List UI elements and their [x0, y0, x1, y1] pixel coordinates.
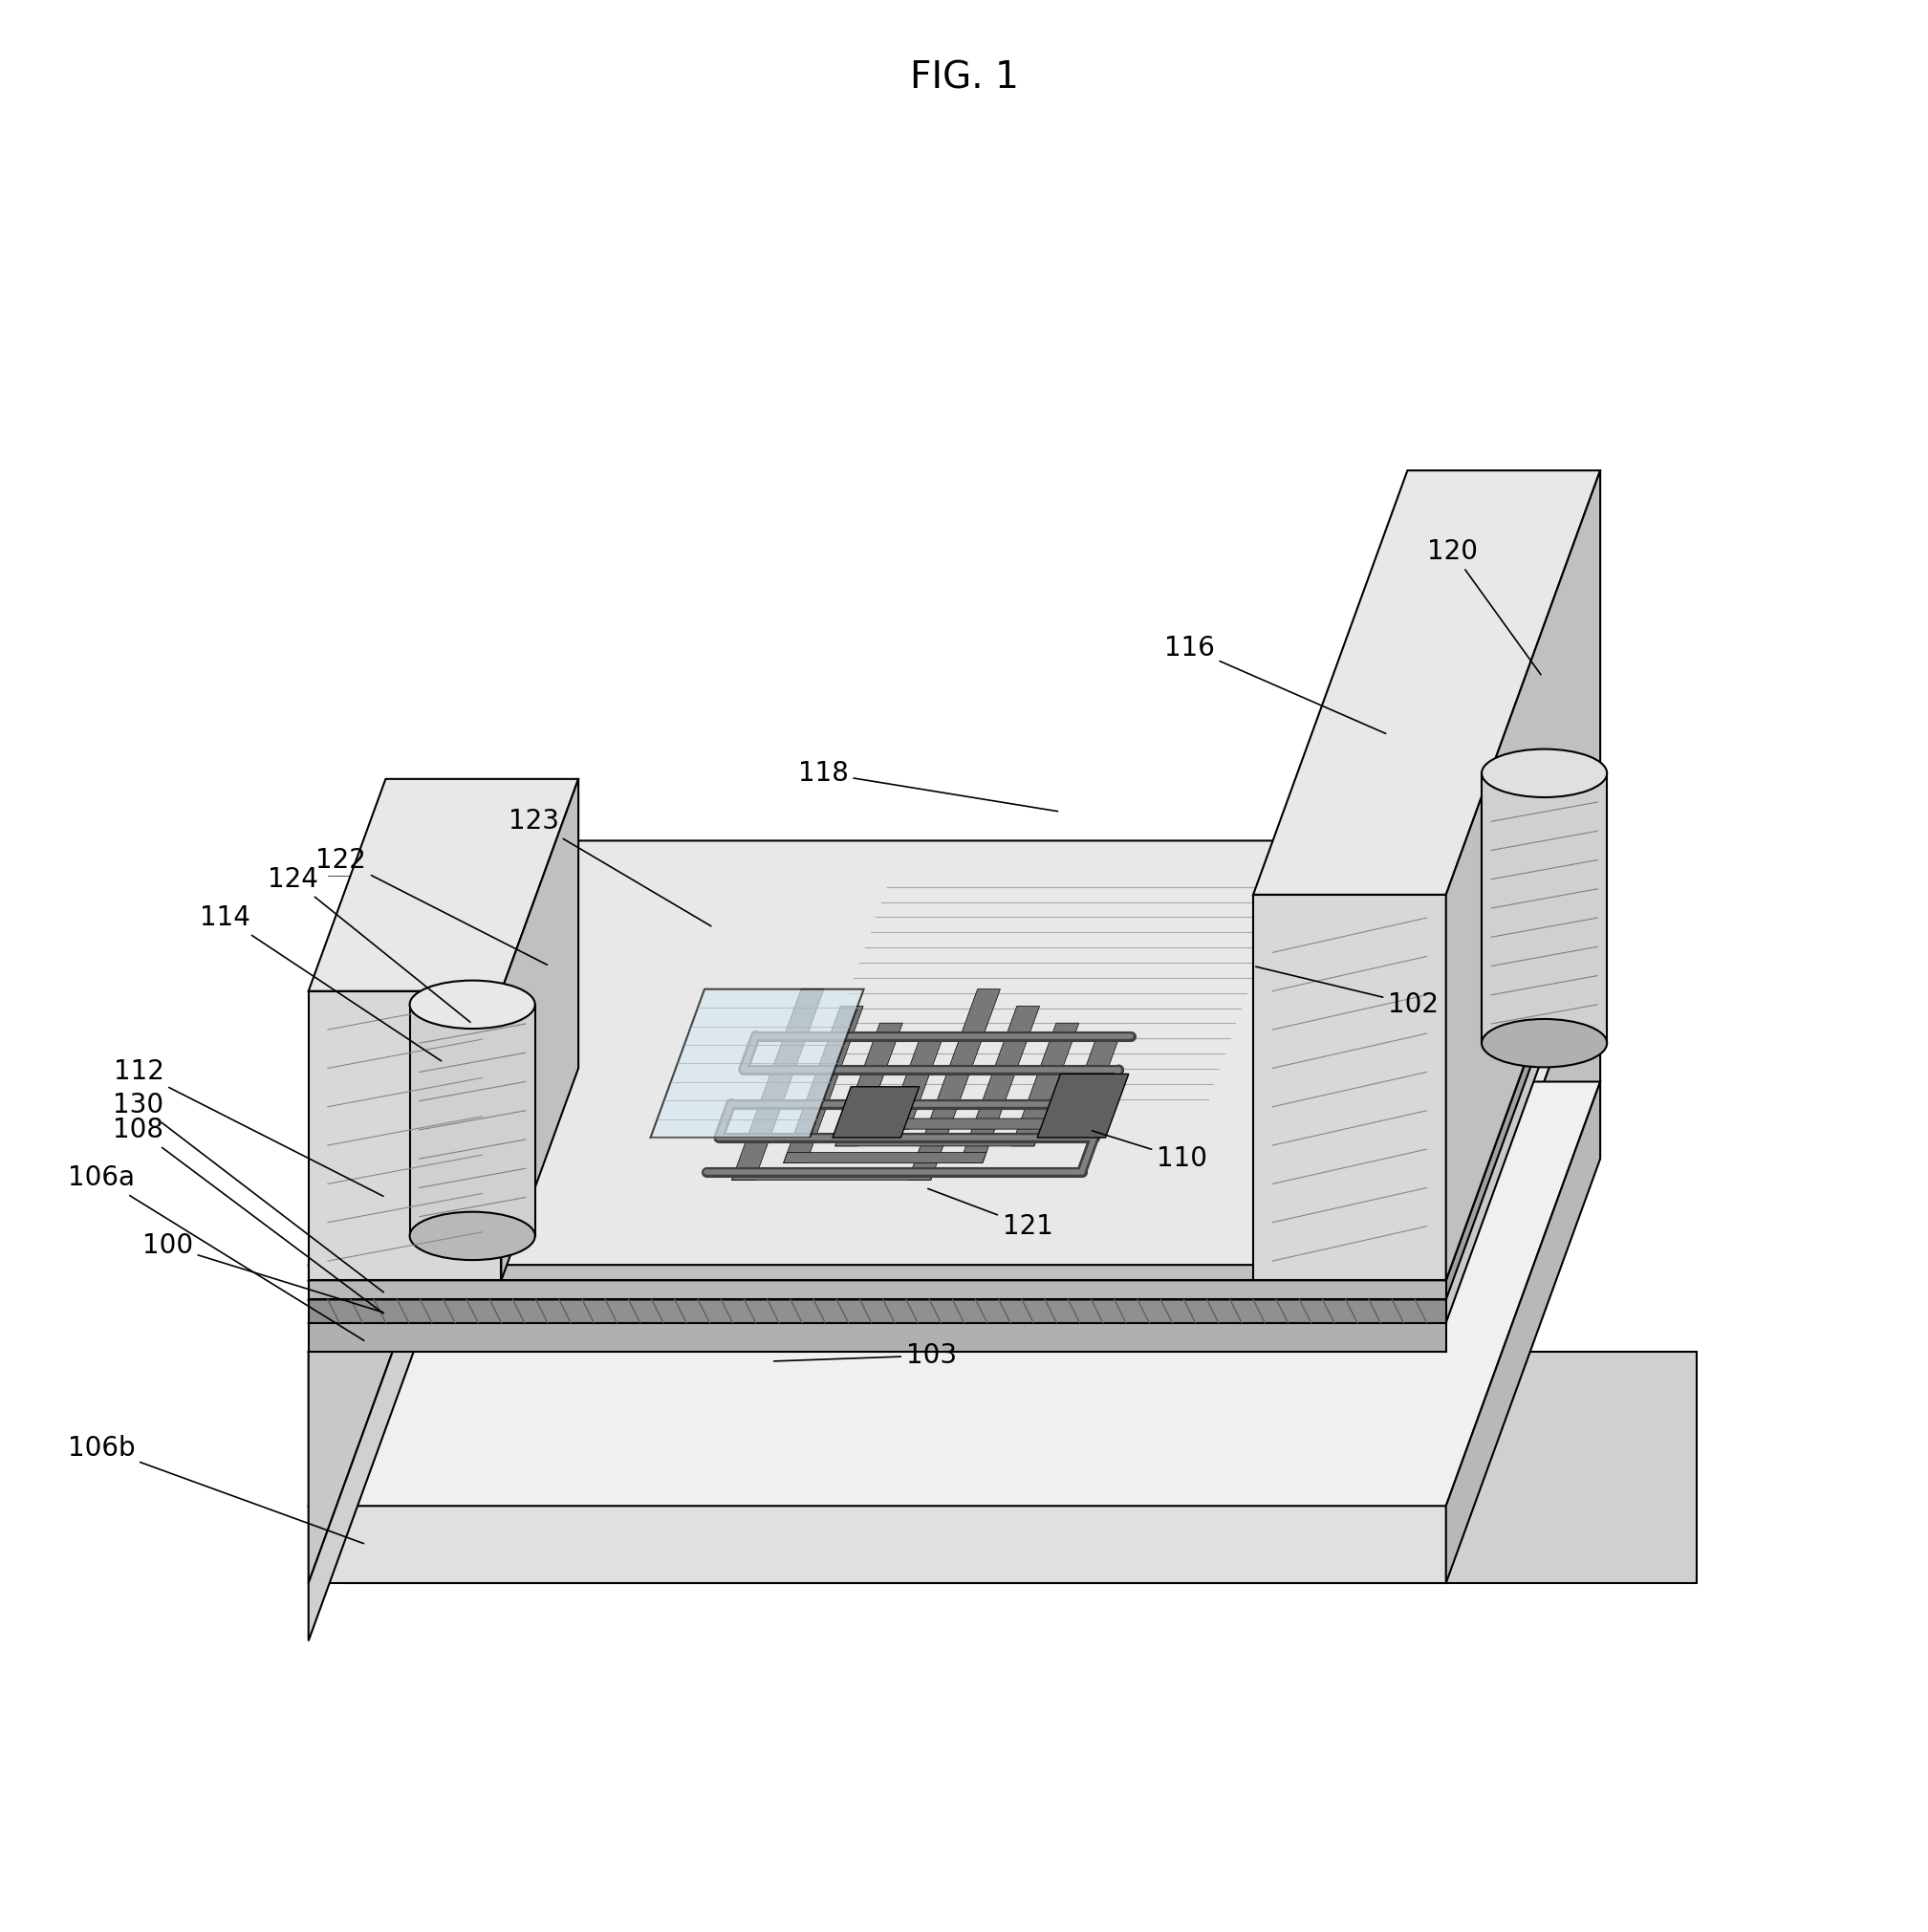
Polygon shape: [308, 1352, 1446, 1505]
Ellipse shape: [409, 1211, 534, 1260]
Polygon shape: [1446, 840, 1600, 1281]
Polygon shape: [783, 1153, 987, 1163]
Polygon shape: [308, 898, 1600, 1323]
Ellipse shape: [409, 980, 534, 1028]
Text: 130: 130: [114, 1092, 384, 1293]
Polygon shape: [308, 991, 501, 1281]
Text: 116: 116: [1165, 634, 1386, 734]
Polygon shape: [308, 875, 1600, 1300]
Polygon shape: [308, 856, 1600, 1281]
Polygon shape: [1446, 927, 1600, 1505]
Text: 121: 121: [927, 1188, 1053, 1240]
Polygon shape: [308, 927, 1600, 1352]
Text: 108: 108: [114, 1117, 384, 1314]
Polygon shape: [308, 840, 1600, 1265]
Text: 106b: 106b: [67, 1435, 364, 1544]
Polygon shape: [308, 1323, 1446, 1352]
Polygon shape: [908, 989, 1001, 1180]
Text: 123: 123: [509, 808, 711, 925]
Ellipse shape: [1481, 750, 1606, 798]
Polygon shape: [308, 1300, 1446, 1323]
Text: 112: 112: [114, 1059, 384, 1196]
Polygon shape: [308, 1505, 1446, 1582]
Polygon shape: [347, 1352, 1697, 1582]
Polygon shape: [308, 927, 463, 1582]
Polygon shape: [1446, 1082, 1600, 1582]
Text: 122: 122: [316, 846, 548, 964]
Text: 120: 120: [1427, 537, 1540, 674]
Text: 103: 103: [773, 1343, 956, 1370]
Polygon shape: [308, 779, 578, 991]
Polygon shape: [1012, 1024, 1080, 1146]
Polygon shape: [887, 1039, 943, 1128]
Text: 102: 102: [1255, 966, 1438, 1018]
Polygon shape: [308, 1159, 463, 1640]
Text: 100: 100: [143, 1233, 384, 1312]
Polygon shape: [1446, 471, 1600, 1281]
Polygon shape: [409, 1005, 534, 1236]
Text: 114: 114: [201, 904, 442, 1061]
Polygon shape: [1253, 895, 1446, 1281]
Polygon shape: [1483, 773, 1606, 1043]
Text: 118: 118: [798, 759, 1058, 811]
Text: 124: 124: [268, 866, 470, 1022]
Polygon shape: [308, 1265, 1446, 1281]
Ellipse shape: [1481, 1018, 1606, 1066]
Polygon shape: [733, 989, 823, 1180]
Polygon shape: [1062, 1039, 1118, 1128]
Polygon shape: [833, 1086, 920, 1138]
Text: 106a: 106a: [67, 1165, 364, 1341]
Polygon shape: [308, 1281, 1446, 1300]
Polygon shape: [308, 1082, 1600, 1505]
Polygon shape: [1037, 1074, 1128, 1138]
Polygon shape: [650, 989, 864, 1138]
Polygon shape: [1253, 471, 1600, 895]
Polygon shape: [501, 779, 578, 1281]
Polygon shape: [887, 1119, 1089, 1128]
Polygon shape: [835, 1136, 1037, 1146]
Polygon shape: [960, 1007, 1039, 1163]
Polygon shape: [733, 1169, 935, 1180]
Text: FIG. 1: FIG. 1: [910, 60, 1018, 97]
Polygon shape: [783, 1007, 864, 1163]
Polygon shape: [835, 1024, 902, 1146]
Text: 110: 110: [1091, 1130, 1207, 1173]
